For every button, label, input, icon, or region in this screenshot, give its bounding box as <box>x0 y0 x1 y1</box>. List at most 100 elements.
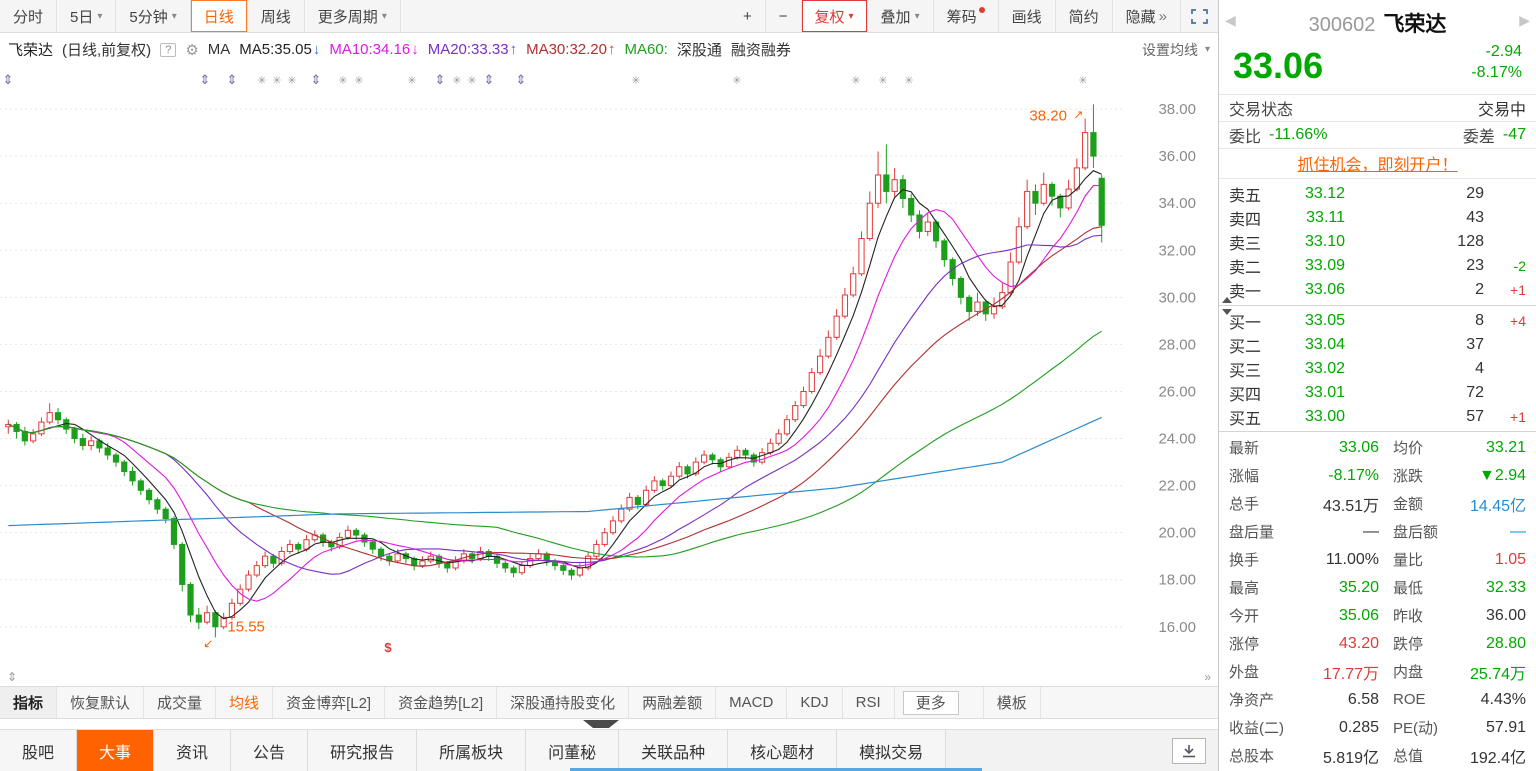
open-account-link[interactable]: 抓住机会，即刻开户！ <box>1219 147 1536 179</box>
ma-settings-label: 设置均线 <box>1141 41 1198 58</box>
tab-intraday[interactable]: 分时 <box>0 0 58 32</box>
event-marker-icon[interactable]: ⇕ <box>311 72 322 87</box>
sell-level-2[interactable]: 卖二 33.09 23 -2 <box>1219 254 1536 278</box>
event-marker-icon[interactable]: ✳ <box>878 75 887 87</box>
event-marker-icon[interactable]: ✳ <box>272 75 281 87</box>
fullscreen-button[interactable] <box>1181 0 1218 32</box>
sell-level-4[interactable]: 卖四 33.11 43 <box>1219 206 1536 230</box>
bottom-tab-core-themes[interactable]: 核心题材 <box>728 730 838 771</box>
stat-row: 换手 11.00% 量比 1.05 <box>1219 546 1536 574</box>
bottom-tab-ask-board-secretary[interactable]: 问董秘 <box>526 730 620 771</box>
event-marker-icon[interactable]: ✳ <box>407 75 416 87</box>
tab-more-periods[interactable]: 更多周期 ▾ <box>305 0 401 32</box>
event-marker-icon[interactable]: ✳ <box>467 75 476 87</box>
indicator-tab-restore-default[interactable]: 恢复默认 <box>57 687 145 718</box>
zoom-out-button[interactable]: − <box>766 0 802 32</box>
tab-weekly[interactable]: 周线 <box>248 0 305 32</box>
bottom-tab-major-events[interactable]: 大事 <box>77 730 155 771</box>
ma-settings-dropdown[interactable]: 设置均线 ▾ <box>1142 40 1210 60</box>
bottom-tab-announcements[interactable]: 公告 <box>231 730 309 771</box>
trade-status-label: 交易状态 <box>1229 101 1294 119</box>
tab-daily[interactable]: 日线 <box>190 0 248 32</box>
event-marker-icon[interactable]: ✳ <box>631 75 640 87</box>
order-level-label: 买二 <box>1229 338 1262 356</box>
event-marker-icon[interactable]: ✳ <box>354 75 363 87</box>
marker-updown-icon[interactable]: ⇕ <box>7 670 18 684</box>
event-marker-icon[interactable]: ⇕ <box>435 72 446 87</box>
change-value: -2.94 <box>1485 43 1522 60</box>
event-marker-icon[interactable]: ✳ <box>1078 75 1087 87</box>
stat-row: 最高 35.20 最低 32.33 <box>1219 574 1536 602</box>
stat-label: 涨停 <box>1229 636 1260 654</box>
tab-5min[interactable]: 5分钟 ▾ <box>116 0 191 32</box>
bottom-tab-related-instruments[interactable]: 关联品种 <box>619 730 729 771</box>
event-marker-icon[interactable]: ✳ <box>338 75 347 87</box>
buy-level-4[interactable]: 买四 33.01 72 <box>1219 381 1536 405</box>
indicator-tab-margin-balance-diff[interactable]: 两融差额 <box>629 687 717 718</box>
buy-level-2[interactable]: 买二 33.04 37 <box>1219 333 1536 357</box>
szconnect-link[interactable]: 深股通 <box>676 42 722 59</box>
candle-body <box>38 421 45 435</box>
indicator-tab-volume[interactable]: 成交量 <box>144 687 217 718</box>
simple-mode-button[interactable]: 简约 <box>1056 0 1113 32</box>
indicator-tab-ma[interactable]: 均线 <box>216 687 274 718</box>
buy-level-5[interactable]: 买五 33.00 57 +1 <box>1219 405 1536 429</box>
candle-body <box>1048 183 1056 197</box>
overlay-dropdown[interactable]: 叠加 ▾ <box>868 0 934 32</box>
bottom-tab-news[interactable]: 资讯 <box>154 730 232 771</box>
buy-level-3[interactable]: 买三 33.02 4 <box>1219 357 1536 381</box>
sell-level-1[interactable]: 卖一 33.06 2 +1 <box>1219 278 1536 302</box>
event-marker-icon[interactable]: ✳ <box>732 75 741 87</box>
candle-body <box>510 567 517 574</box>
event-marker-icon[interactable]: ✳ <box>851 75 860 87</box>
indicator-tab-macd[interactable]: MACD <box>716 687 788 718</box>
bottom-tab-research-reports[interactable]: 研究报告 <box>308 730 418 771</box>
pan-right-icon[interactable]: » <box>1204 670 1211 684</box>
margin-trading-link[interactable]: 融资融券 <box>730 42 791 59</box>
indicator-tab-more[interactable]: 更多 <box>902 690 959 715</box>
bottom-tab-sectors[interactable]: 所属板块 <box>417 730 527 771</box>
event-marker-icon[interactable]: ✳ <box>287 75 296 87</box>
event-marker-icon[interactable]: ⇕ <box>200 72 211 87</box>
prev-stock-arrow[interactable]: ◀ <box>1225 12 1236 28</box>
event-marker-icon[interactable]: ⇕ <box>484 72 495 87</box>
draw-line-button[interactable]: 画线 <box>999 0 1056 32</box>
event-marker-icon[interactable]: ✳ <box>452 75 461 87</box>
bottom-tab-paper-trading[interactable]: 模拟交易 <box>837 730 947 771</box>
gear-icon[interactable]: ⚙ <box>185 41 199 59</box>
stat-value: 5.819亿 <box>1322 749 1379 767</box>
hide-button[interactable]: 隐藏» <box>1113 0 1181 32</box>
candle-body <box>626 496 633 510</box>
bottom-tab-stock-forum[interactable]: 股吧 <box>0 730 78 771</box>
dock-window-button[interactable] <box>1172 737 1206 764</box>
adjust-dropdown[interactable]: 复权 ▾ <box>801 0 868 32</box>
scroll-thumb[interactable] <box>570 768 982 771</box>
zoom-in-button[interactable]: + <box>730 0 766 32</box>
buy-level-1[interactable]: 买一 33.05 8 +4 <box>1219 309 1536 333</box>
next-stock-arrow[interactable]: ▶ <box>1519 12 1530 28</box>
event-marker-icon[interactable]: ⇕ <box>516 72 527 87</box>
indicator-tab-template[interactable]: 模板 <box>982 687 1041 718</box>
drag-handle[interactable] <box>583 720 619 728</box>
indicator-tab-rsi[interactable]: RSI <box>843 687 895 718</box>
sell-level-5[interactable]: 卖五 33.12 29 <box>1219 182 1536 206</box>
indicator-tab-fund-trend-l2[interactable]: 资金趋势[L2] <box>385 687 498 718</box>
ma-legend-text: MA30:32.20 <box>526 41 607 58</box>
chips-button[interactable]: 筹码 <box>934 0 999 32</box>
event-marker-icon[interactable]: ✳ <box>257 75 266 87</box>
candlestick-chart[interactable]: 38.00 36.00 34.00 32.00 30.00 28.00 26.00 24.00… <box>0 66 1218 668</box>
indicator-tab-kdj[interactable]: KDJ <box>787 687 843 718</box>
indicator-tab-indicators[interactable]: 指标 <box>0 687 58 718</box>
help-icon[interactable]: ? <box>160 42 177 57</box>
book-divider[interactable] <box>1219 296 1536 315</box>
event-marker-icon[interactable]: ⇕ <box>227 72 238 87</box>
candle-body <box>1024 190 1031 228</box>
indicator-tab-szconnect-holdings[interactable]: 深股通持股变化 <box>497 687 630 718</box>
tab-5day[interactable]: 5日 ▾ <box>57 0 117 32</box>
pane-splitter[interactable] <box>0 719 1218 729</box>
event-marker-icon[interactable]: ⇕ <box>3 72 14 87</box>
chart-canvas[interactable]: 38.00 36.00 34.00 32.00 30.00 28.00 26.00 24.00… <box>0 66 1219 668</box>
indicator-tab-fund-battle-l2[interactable]: 资金博弈[L2] <box>273 687 386 718</box>
event-marker-icon[interactable]: ✳ <box>904 75 913 87</box>
sell-level-3[interactable]: 卖三 33.10 128 <box>1219 230 1536 254</box>
